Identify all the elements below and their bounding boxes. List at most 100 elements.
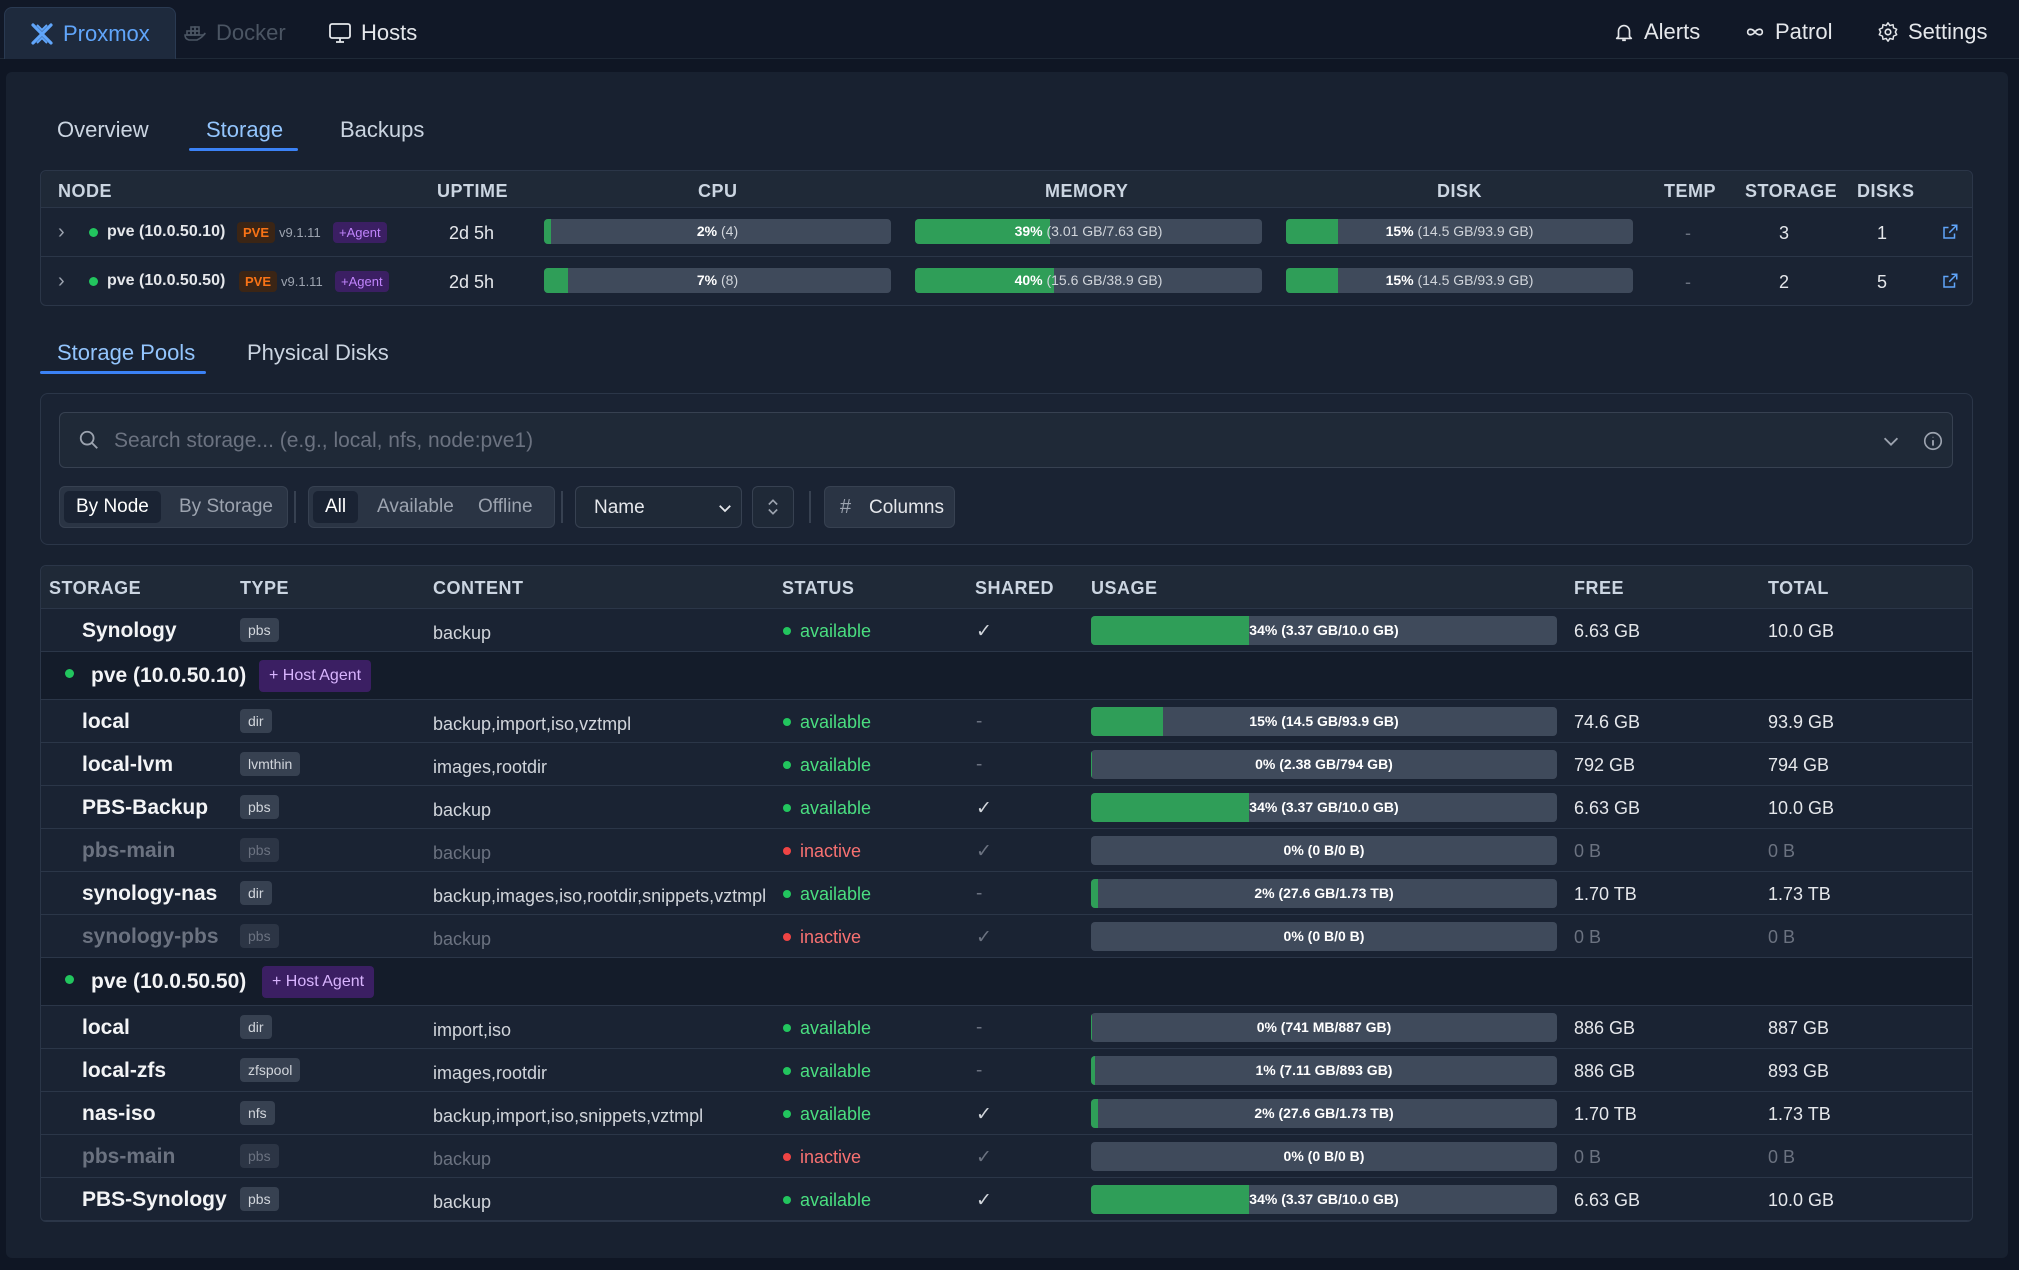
storage-row[interactable]: local-zfs zfspool images,rootdir available -…: [41, 1049, 1972, 1092]
storage-row[interactable]: PBS-Synology pbs backup available ✓ 34% (3.37…: [41, 1178, 1972, 1221]
mem-detail: (15.6 GB/38.9 GB): [1046, 272, 1163, 288]
chevron-right-icon[interactable]: ›: [58, 270, 65, 292]
subtab-overview[interactable]: Overview: [57, 117, 149, 142]
col-disks[interactable]: DISKS: [1857, 181, 1915, 201]
host-agent-badge[interactable]: + Host Agent: [259, 660, 372, 692]
col-temp[interactable]: TEMP: [1664, 181, 1717, 201]
storage-name[interactable]: PBS-Backup: [82, 796, 209, 819]
storage-total: 794 GB: [1768, 755, 1830, 775]
col-shared[interactable]: SHARED: [975, 578, 1055, 598]
status-text: available: [800, 712, 872, 732]
col-node[interactable]: NODE: [58, 181, 113, 201]
group-node-name[interactable]: pve (10.0.50.10): [91, 664, 247, 687]
col-usage[interactable]: USAGE: [1091, 578, 1158, 598]
node-name[interactable]: pve (10.0.50.10): [107, 223, 226, 240]
disk-bar: 15% (14.5 GB/93.9 GB): [1286, 219, 1633, 244]
storage-name[interactable]: Synology: [82, 619, 177, 642]
storage-row[interactable]: local dir import,iso available - 0% (741 MB/8…: [41, 1006, 1972, 1049]
storage-row[interactable]: pbs-main pbs backup inactive ✓ 0% (0 B/0 B) 0 …: [41, 829, 1972, 872]
storage-row[interactable]: nas-iso nfs backup,import,iso,snippets,vzt…: [41, 1092, 1972, 1135]
storage-row[interactable]: PBS-Backup pbs backup available ✓ 34% (3.37 G…: [41, 786, 1972, 829]
external-link-icon[interactable]: [1941, 223, 1959, 241]
col-free[interactable]: FREE: [1574, 578, 1625, 598]
tab-physical-disks[interactable]: Physical Disks: [247, 340, 389, 365]
storage-shared: ✓: [976, 1147, 992, 1168]
filter-offline-button[interactable]: Offline: [478, 496, 533, 517]
storage-type-badge: dir: [240, 709, 272, 733]
storage-row[interactable]: local-lvm lvmthin images,rootdir available -…: [41, 743, 1972, 786]
by-node-button[interactable]: By Node: [64, 491, 161, 523]
tab-hosts[interactable]: Hosts: [303, 7, 442, 59]
col-cpu[interactable]: CPU: [698, 181, 738, 201]
search-input[interactable]: Search storage... (e.g., local, nfs, nod…: [59, 412, 1953, 468]
sort-direction-button[interactable]: [752, 486, 794, 528]
usage-bar: 15% (14.5 GB/93.9 GB): [1091, 707, 1557, 736]
node-row[interactable]: › pve (10.0.50.10) PVE v9.1.11 +Agent 2d…: [41, 208, 1972, 257]
node-disk-count: 5: [1877, 272, 1888, 292]
storage-name[interactable]: pbs-main: [82, 1145, 176, 1168]
storage-shared: -: [976, 1017, 983, 1038]
storage-name[interactable]: nas-iso: [82, 1102, 156, 1125]
storage-name[interactable]: pbs-main: [82, 839, 176, 862]
status-text: available: [800, 621, 872, 641]
mem-detail: (3.01 GB/7.63 GB): [1046, 223, 1163, 239]
col-content[interactable]: CONTENT: [433, 578, 524, 598]
col-storage[interactable]: STORAGE: [49, 578, 142, 598]
storage-free: 1.70 TB: [1574, 1104, 1637, 1124]
filter-all-button[interactable]: All: [313, 491, 359, 523]
node-group-row[interactable]: pve (10.0.50.50) + Host Agent: [41, 958, 1972, 1006]
disk-pct: 15%: [1385, 272, 1414, 288]
settings-link[interactable]: Settings: [1877, 19, 1988, 45]
storage-status: available: [783, 1061, 871, 1082]
storage-content: backup,images,iso,rootdir,snippets,vztmp…: [433, 886, 767, 906]
by-storage-button[interactable]: By Storage: [179, 496, 273, 517]
alerts-link[interactable]: Alerts: [1613, 19, 1700, 45]
status-dot: [783, 627, 791, 635]
storage-row[interactable]: pbs-main pbs backup inactive ✓ 0% (0 B/0 B) 0 …: [41, 1135, 1972, 1178]
storage-name[interactable]: synology-pbs: [82, 925, 219, 948]
info-icon[interactable]: [1922, 430, 1944, 452]
storage-status: available: [783, 1018, 871, 1039]
storage-name[interactable]: local-lvm: [82, 753, 174, 776]
node-group-row[interactable]: pve (10.0.50.10) + Host Agent: [41, 652, 1972, 700]
chevron-right-icon[interactable]: ›: [58, 221, 65, 243]
group-node-name[interactable]: pve (10.0.50.50): [91, 970, 247, 993]
chevron-down-icon: [719, 505, 731, 513]
storage-name[interactable]: PBS-Synology: [82, 1188, 227, 1211]
col-type[interactable]: TYPE: [240, 578, 290, 598]
col-total[interactable]: TOTAL: [1768, 578, 1829, 598]
col-storage[interactable]: STORAGE: [1745, 181, 1838, 201]
patrol-link[interactable]: Patrol: [1744, 19, 1832, 45]
status-text: inactive: [800, 927, 862, 947]
storage-shared: -: [976, 754, 983, 775]
subtab-backups[interactable]: Backups: [340, 117, 425, 142]
tab-docker[interactable]: Docker: [158, 7, 311, 59]
storage-name[interactable]: local: [82, 710, 130, 733]
col-status[interactable]: STATUS: [782, 578, 855, 598]
chevron-down-icon[interactable]: [1880, 430, 1902, 452]
storage-row[interactable]: Synology pbs backup available ✓ 34% (3.37 GB/…: [41, 609, 1972, 652]
sort-select[interactable]: Name: [575, 486, 742, 528]
columns-button[interactable]: # Columns: [824, 486, 955, 528]
bell-icon: [1615, 24, 1633, 42]
storage-name[interactable]: local: [82, 1016, 130, 1039]
storage-row[interactable]: local dir backup,import,iso,vztmpl availabl…: [41, 700, 1972, 743]
filter-available-button[interactable]: Available: [377, 496, 454, 517]
node-name[interactable]: pve (10.0.50.50): [107, 272, 226, 289]
col-memory[interactable]: MEMORY: [1045, 181, 1129, 201]
col-disk[interactable]: DISK: [1437, 181, 1483, 201]
disk-detail: (14.5 GB/93.9 GB): [1417, 223, 1534, 239]
storage-row[interactable]: synology-nas dir backup,images,iso,rootdir…: [41, 872, 1972, 915]
host-agent-badge[interactable]: + Host Agent: [262, 966, 375, 998]
col-uptime[interactable]: UPTIME: [437, 181, 509, 201]
tab-proxmox[interactable]: Proxmox: [4, 7, 176, 59]
mem-pct: 40%: [1014, 272, 1043, 288]
storage-name[interactable]: synology-nas: [82, 882, 218, 905]
node-status-dot: [89, 228, 98, 237]
storage-row[interactable]: synology-pbs pbs backup inactive ✓ 0% (0 B/0 …: [41, 915, 1972, 958]
storage-name[interactable]: local-zfs: [82, 1059, 167, 1082]
tab-storage-pools[interactable]: Storage Pools: [57, 340, 196, 365]
subtab-storage[interactable]: Storage: [206, 117, 284, 142]
node-row[interactable]: › pve (10.0.50.50) PVE v9.1.11 +Agent 2d…: [41, 257, 1972, 306]
external-link-icon[interactable]: [1941, 272, 1959, 290]
